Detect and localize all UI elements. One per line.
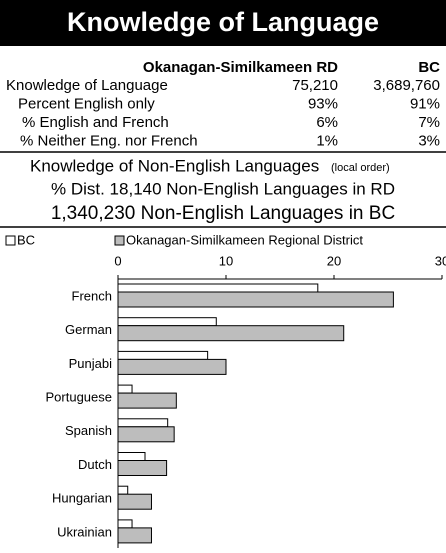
row-label: % Neither Eng. nor French xyxy=(20,132,198,149)
bar xyxy=(117,527,152,544)
x-tick-label: 20 xyxy=(327,253,341,268)
cell: 91% xyxy=(410,95,440,112)
category-label: German xyxy=(65,322,112,337)
bar xyxy=(117,493,152,510)
x-tick-label: 10 xyxy=(219,253,233,268)
category-label: Hungarian xyxy=(52,491,112,506)
row-label: Knowledge of Language xyxy=(6,77,168,94)
legend-label: BC xyxy=(17,232,35,247)
bar xyxy=(117,283,319,293)
title: Knowledge of Language xyxy=(67,7,379,37)
category-label: Ukrainian xyxy=(57,524,112,539)
cell: 3% xyxy=(418,132,440,149)
bar xyxy=(117,460,168,476)
section-note: (local order) xyxy=(331,162,390,174)
legend-swatch xyxy=(5,235,16,246)
bar xyxy=(117,291,394,308)
x-tick-label: 30 xyxy=(435,253,446,268)
legend-swatch xyxy=(114,235,125,246)
row-label: Percent English only xyxy=(18,95,155,112)
cell: 3,689,760 xyxy=(373,77,440,94)
bar xyxy=(117,519,133,529)
title-band xyxy=(0,0,446,46)
category-label: Punjabi xyxy=(69,356,112,371)
section-line: 1,340,230 Non-English Languages in BC xyxy=(51,203,395,224)
x-tick-label: 0 xyxy=(114,253,121,268)
category-label: Dutch xyxy=(78,457,112,472)
bar xyxy=(117,317,217,327)
bar xyxy=(117,350,209,360)
bar xyxy=(117,384,133,394)
cell: 6% xyxy=(316,114,338,131)
category-label: Portuguese xyxy=(46,390,113,405)
row-label: % English and French xyxy=(22,114,169,131)
bar xyxy=(117,418,169,428)
bar xyxy=(117,485,129,495)
section-line: % Dist. 18,140 Non-English Languages in … xyxy=(51,179,395,198)
cell: 75,210 xyxy=(292,77,338,94)
cell: 1% xyxy=(316,132,338,149)
cell: 7% xyxy=(418,114,440,131)
cell: 93% xyxy=(308,95,338,112)
category-label: Spanish xyxy=(65,423,112,438)
bar xyxy=(117,452,146,461)
bar xyxy=(117,358,227,375)
section-heading: Knowledge of Non-English Languages xyxy=(30,156,319,175)
column-header: Okanagan-Similkameen RD xyxy=(143,59,338,76)
bar xyxy=(117,426,175,443)
legend-label: Okanagan-Similkameen Regional District xyxy=(126,232,363,247)
column-header: BC xyxy=(418,59,440,76)
bar xyxy=(117,325,345,342)
bar xyxy=(117,392,177,409)
category-label: French xyxy=(72,288,112,303)
